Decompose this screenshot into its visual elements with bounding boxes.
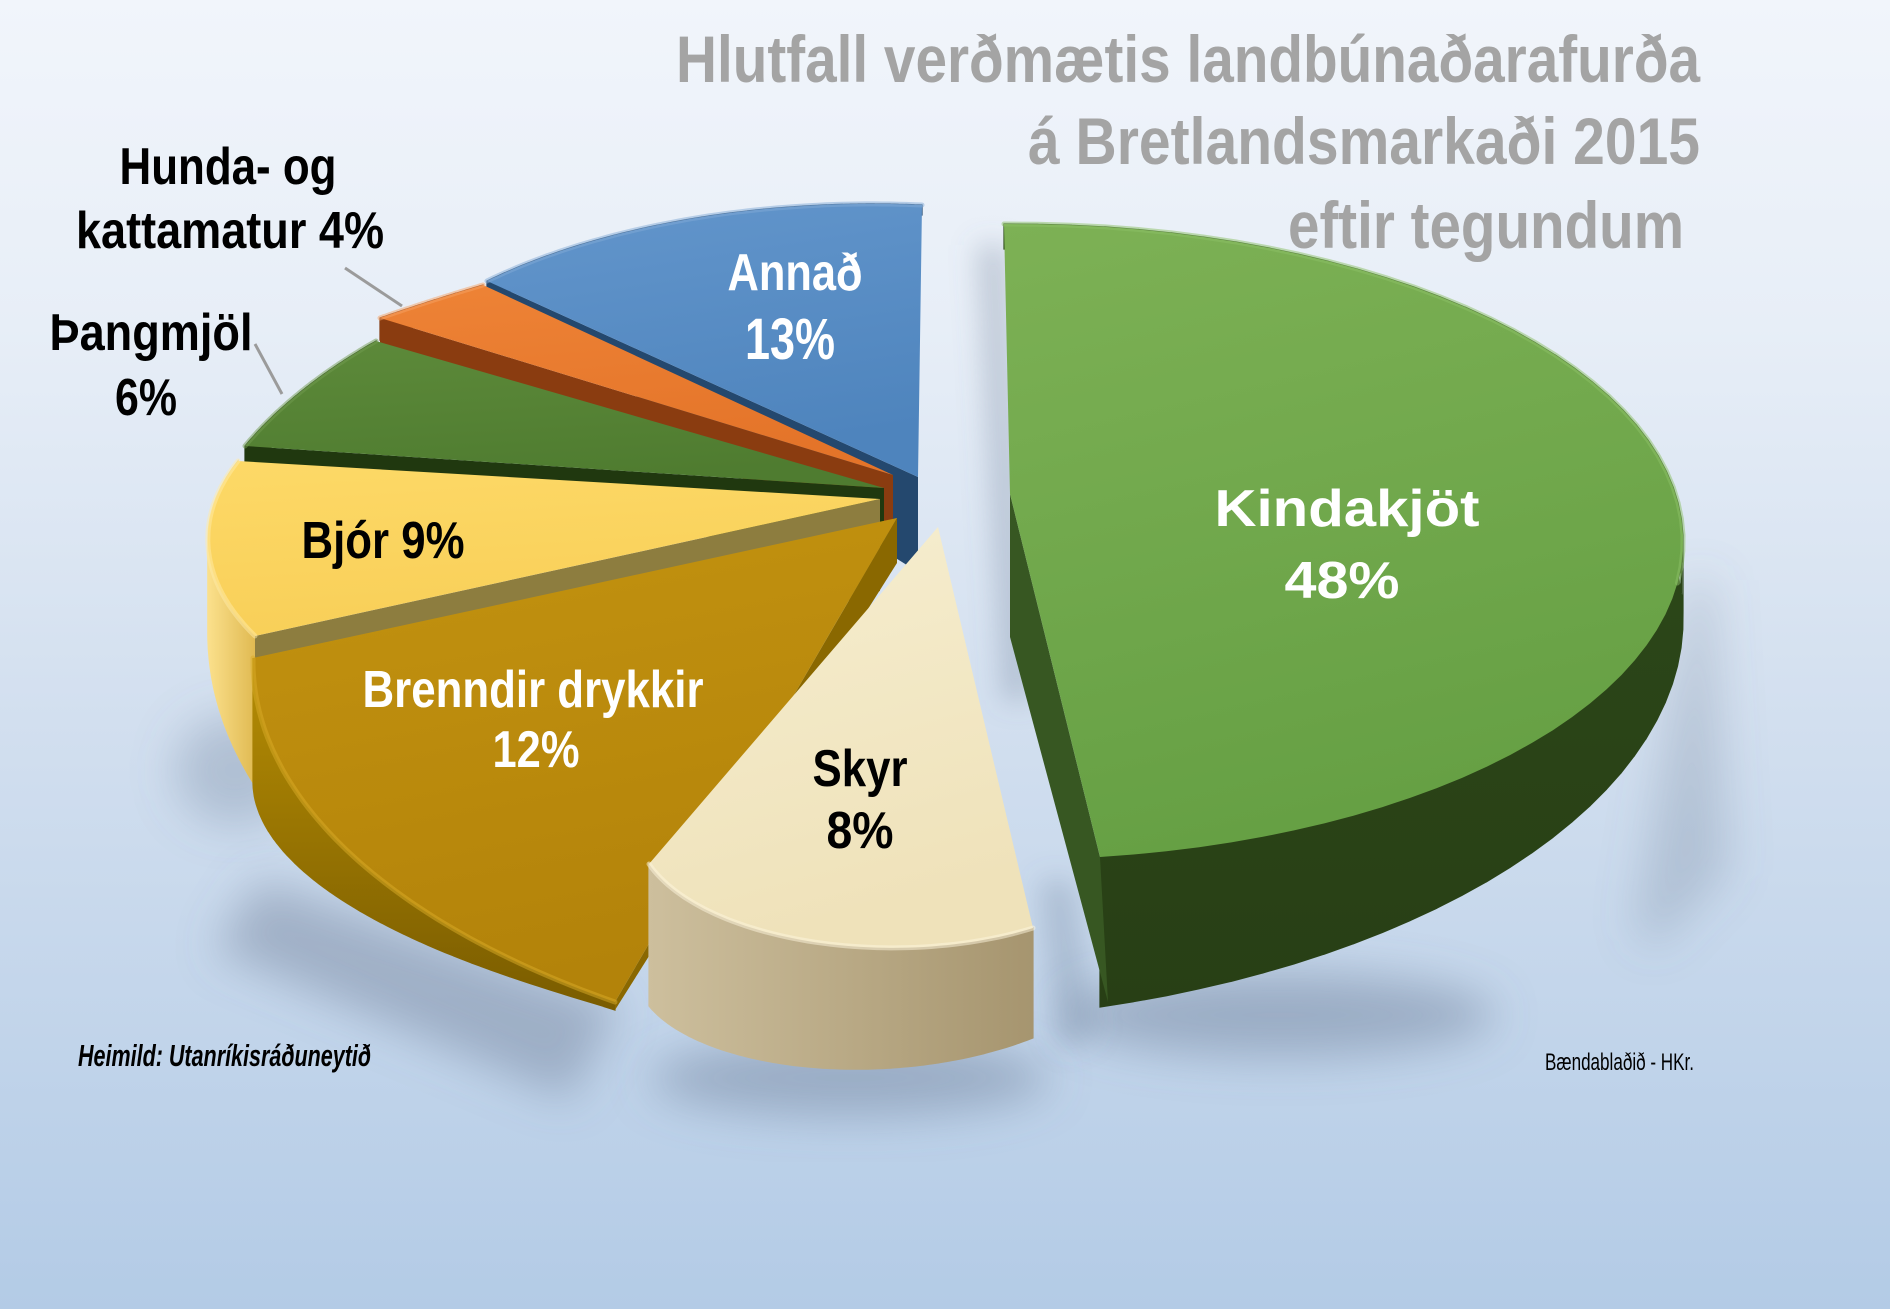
svg-text:Kindakjöt: Kindakjöt [1215, 480, 1480, 538]
svg-text:48%: 48% [1285, 552, 1400, 610]
svg-text:Annað: Annað [728, 244, 863, 302]
svg-text:Bjór 9%: Bjór 9% [302, 512, 465, 570]
svg-text:Þangmjöl: Þangmjöl [50, 304, 253, 362]
svg-text:á Bretlandsmarkaði 2015: á Bretlandsmarkaði 2015 [1028, 104, 1700, 178]
svg-text:eftir tegundum: eftir tegundum [1288, 188, 1684, 262]
svg-text:Bændablaðið - HKr.: Bændablaðið - HKr. [1545, 1049, 1694, 1076]
svg-text:Heimild: Utanríkisráðuneytið: Heimild: Utanríkisráðuneytið [78, 1038, 371, 1073]
svg-text:8%: 8% [827, 802, 894, 860]
svg-text:12%: 12% [493, 721, 580, 779]
svg-text:6%: 6% [115, 369, 177, 427]
svg-text:kattamatur 4%: kattamatur 4% [76, 202, 384, 260]
svg-text:Brenndir drykkir: Brenndir drykkir [363, 661, 704, 719]
svg-text:Hunda- og: Hunda- og [120, 138, 337, 196]
svg-text:Skyr: Skyr [813, 740, 908, 798]
svg-text:Hlutfall verðmætis landbúnaðar: Hlutfall verðmætis landbúnaðarafurða [676, 22, 1701, 96]
svg-text:13%: 13% [745, 307, 835, 372]
